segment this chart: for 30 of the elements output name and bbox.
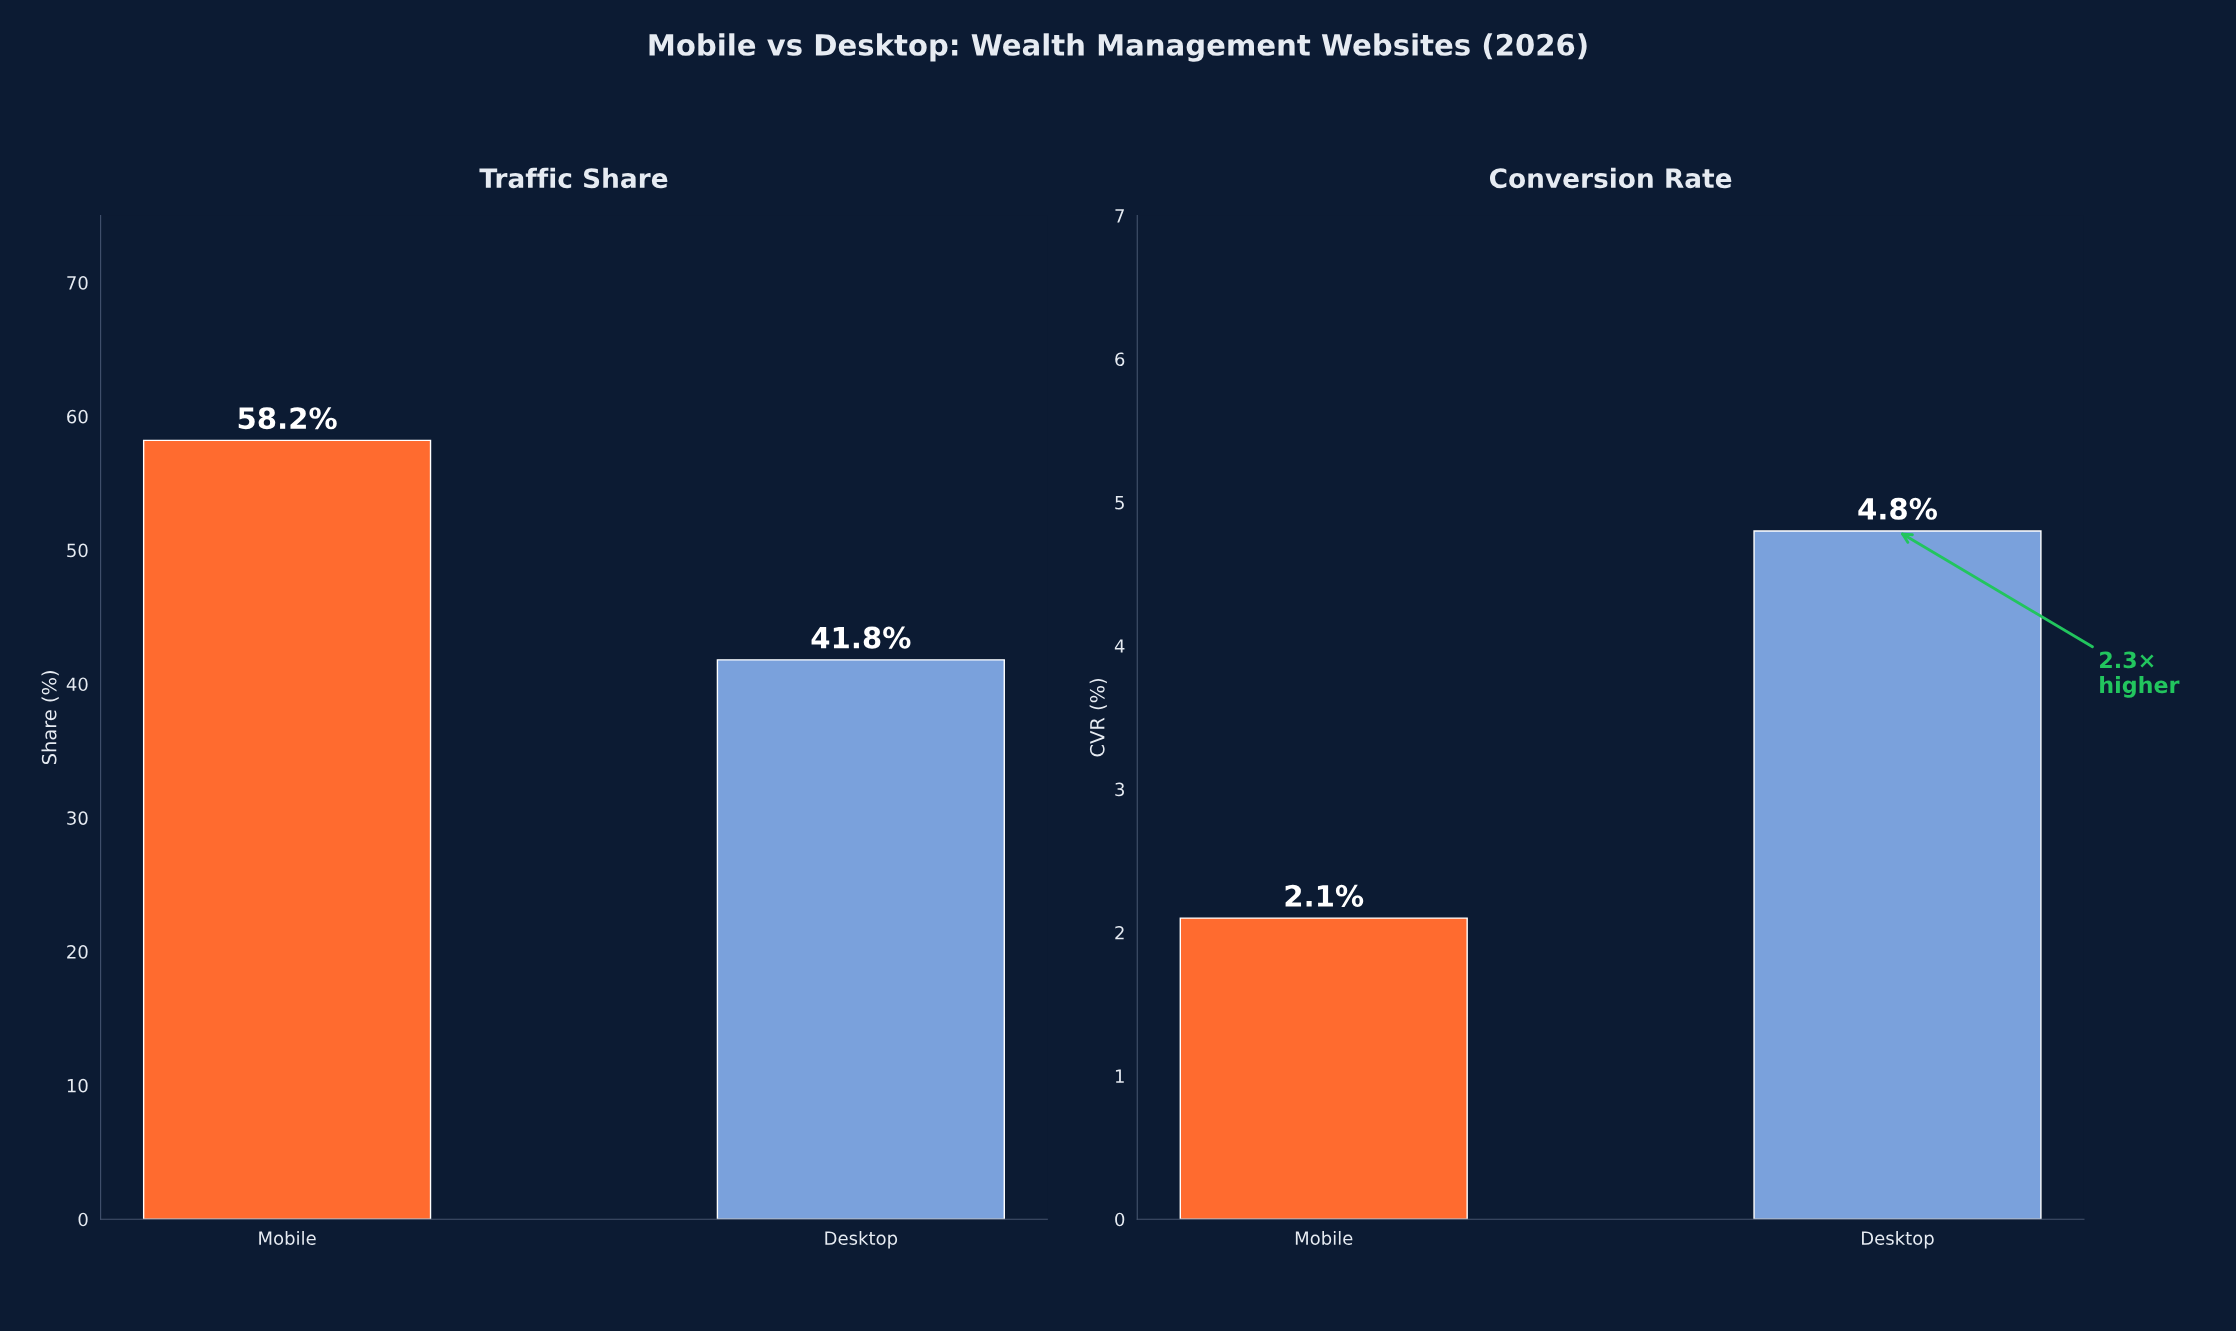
y-tick-label: 30 — [67, 811, 88, 825]
y-tick-label: 0 — [78, 1212, 88, 1227]
y-tick-label: 4 — [1114, 639, 1125, 653]
y-axis-title: CVR (%) — [1089, 678, 1107, 757]
chart-subtitle: Conversion Rate — [1489, 167, 1732, 189]
y-tick-label: 1 — [1115, 1069, 1124, 1083]
data-label: 41.8% — [811, 626, 911, 649]
data-label: 4.8% — [1858, 497, 1937, 520]
data-label: 58.2% — [238, 407, 337, 430]
y-tick-label: 7 — [1115, 209, 1124, 223]
y-tick-label: 2 — [1115, 925, 1124, 940]
y-tick-label: 5 — [1115, 496, 1124, 510]
x-tick-label: Mobile — [1295, 1231, 1353, 1245]
y-tick-label: 6 — [1115, 352, 1125, 367]
y-tick-label: 70 — [67, 275, 88, 290]
y-tick-label: 0 — [1115, 1212, 1125, 1227]
y-axis-title: Share (%) — [41, 671, 59, 765]
y-tick-label: 3 — [1115, 782, 1124, 797]
x-tick-label: Desktop — [825, 1231, 898, 1249]
chart-subtitle: Traffic Share — [479, 167, 668, 189]
annotation: 2.3× higher — [2100, 651, 2180, 698]
y-tick-label: 10 — [67, 1078, 88, 1093]
y-tick-label: 50 — [67, 543, 88, 558]
x-tick-label: Mobile — [259, 1231, 316, 1245]
text: Mobile vs Desktop: Wealth Management Websites (2026) — [649, 33, 1587, 62]
y-tick-label: 60 — [67, 409, 88, 424]
data-label: 2.1% — [1285, 884, 1364, 907]
y-tick-label: 40 — [66, 677, 88, 692]
y-tick-label: 20 — [67, 945, 88, 959]
x-tick-label: Desktop — [1862, 1231, 1934, 1249]
